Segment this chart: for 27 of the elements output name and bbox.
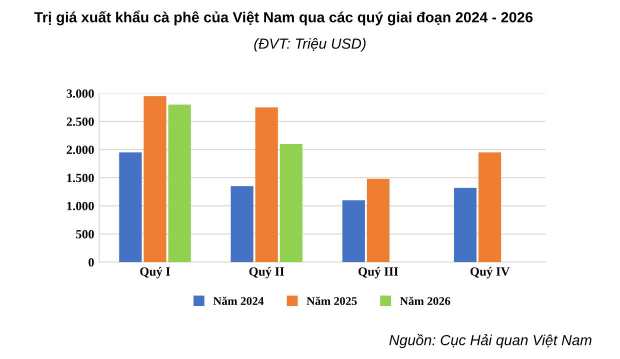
y-tick-label: 1.500: [67, 174, 94, 182]
y-tick-label: 3.000: [66, 89, 94, 98]
legend-label: Năm 2025: [306, 296, 357, 306]
legend-label: Năm 2024: [213, 296, 264, 306]
y-tick-label: 0: [88, 258, 94, 267]
bar: [255, 107, 278, 262]
bar: [366, 178, 390, 262]
bar: [119, 152, 142, 262]
bar: [454, 188, 477, 262]
y-tick-label: 500: [76, 230, 94, 238]
text: Nguồn: Cục Hải quan Việt Nam: [389, 334, 592, 348]
x-tick-label: Quý III: [358, 266, 398, 278]
bar: [230, 186, 254, 262]
legend-label: Năm 2026: [400, 296, 450, 306]
x-tick-label: Quý II: [249, 266, 284, 278]
bar: [280, 144, 302, 262]
x-tick-label: Quý IV: [470, 266, 510, 278]
y-tick-label: 2.500: [66, 117, 94, 126]
bar: [168, 104, 191, 262]
chart-title: Trị giá xuất khẩu cà phê của Việt Nam qua các quý giai đoạn 2024 - 2026: [34, 10, 533, 26]
y-tick-label: 1.000: [67, 202, 94, 210]
bar: [144, 96, 166, 262]
bar: [342, 200, 365, 262]
bar: [478, 152, 502, 262]
chart-subtitle: (ĐVT: Triệu USD): [254, 38, 366, 52]
x-tick-label: Quý I: [140, 266, 170, 278]
y-tick-label: 2.000: [66, 146, 94, 154]
